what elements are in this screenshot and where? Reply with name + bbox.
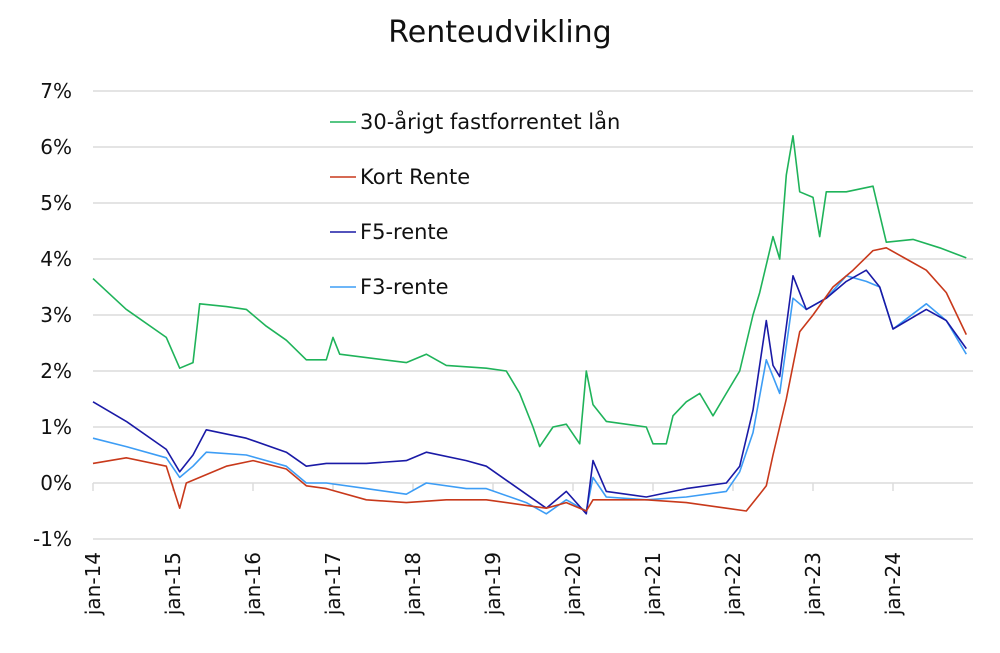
- x-tick-label: jan-20: [561, 552, 585, 616]
- y-tick-label: 4%: [40, 247, 72, 271]
- x-tick-label: jan-19: [481, 552, 505, 616]
- y-tick-label: 3%: [40, 303, 72, 327]
- legend-background: [328, 218, 668, 246]
- legend-background: [328, 163, 668, 191]
- y-tick-label: -1%: [33, 527, 72, 551]
- x-axis: jan-14 jan-15 jan-16 jan-17 jan-18 jan-19 jan-…: [81, 483, 905, 616]
- grid: [93, 90, 973, 540]
- x-tick-label: jan-14: [81, 552, 105, 616]
- x-tick-label: jan-17: [321, 552, 345, 616]
- y-axis: -1% 0% 1% 2% 3% 4% 5% 6% 7%: [33, 79, 72, 551]
- x-tick-label: jan-16: [241, 552, 265, 616]
- legend-label: Kort Rente: [360, 165, 470, 189]
- legend-label: F5-rente: [360, 220, 449, 244]
- series-line: [92, 247, 968, 512]
- legend-label: F3-rente: [360, 275, 449, 299]
- y-tick-label: 1%: [40, 415, 72, 439]
- y-tick-label: 0%: [40, 471, 72, 495]
- series-lines: [92, 135, 968, 515]
- series-line: [92, 135, 967, 448]
- series-line: [92, 269, 967, 515]
- x-tick-label: jan-23: [801, 552, 825, 616]
- y-tick-label: 6%: [40, 135, 72, 159]
- x-tick-label: jan-24: [881, 552, 905, 616]
- y-tick-label: 5%: [40, 191, 72, 215]
- series-line: [92, 275, 967, 515]
- legend-label: 30-årigt fastforrentet lån: [360, 109, 620, 134]
- x-tick-label: jan-22: [721, 552, 745, 616]
- legend-background: [328, 108, 668, 136]
- x-tick-label: jan-15: [161, 552, 185, 616]
- chart-title: Renteudvikling: [388, 15, 611, 50]
- legend: 30-årigt fastforrentet lån Kort Rente F5-r…: [328, 108, 668, 301]
- y-tick-label: 2%: [40, 359, 72, 383]
- legend-background: [328, 273, 668, 301]
- x-tick-label: jan-21: [641, 552, 665, 616]
- x-tick-label: jan-18: [401, 552, 425, 616]
- y-tick-label: 7%: [40, 79, 72, 103]
